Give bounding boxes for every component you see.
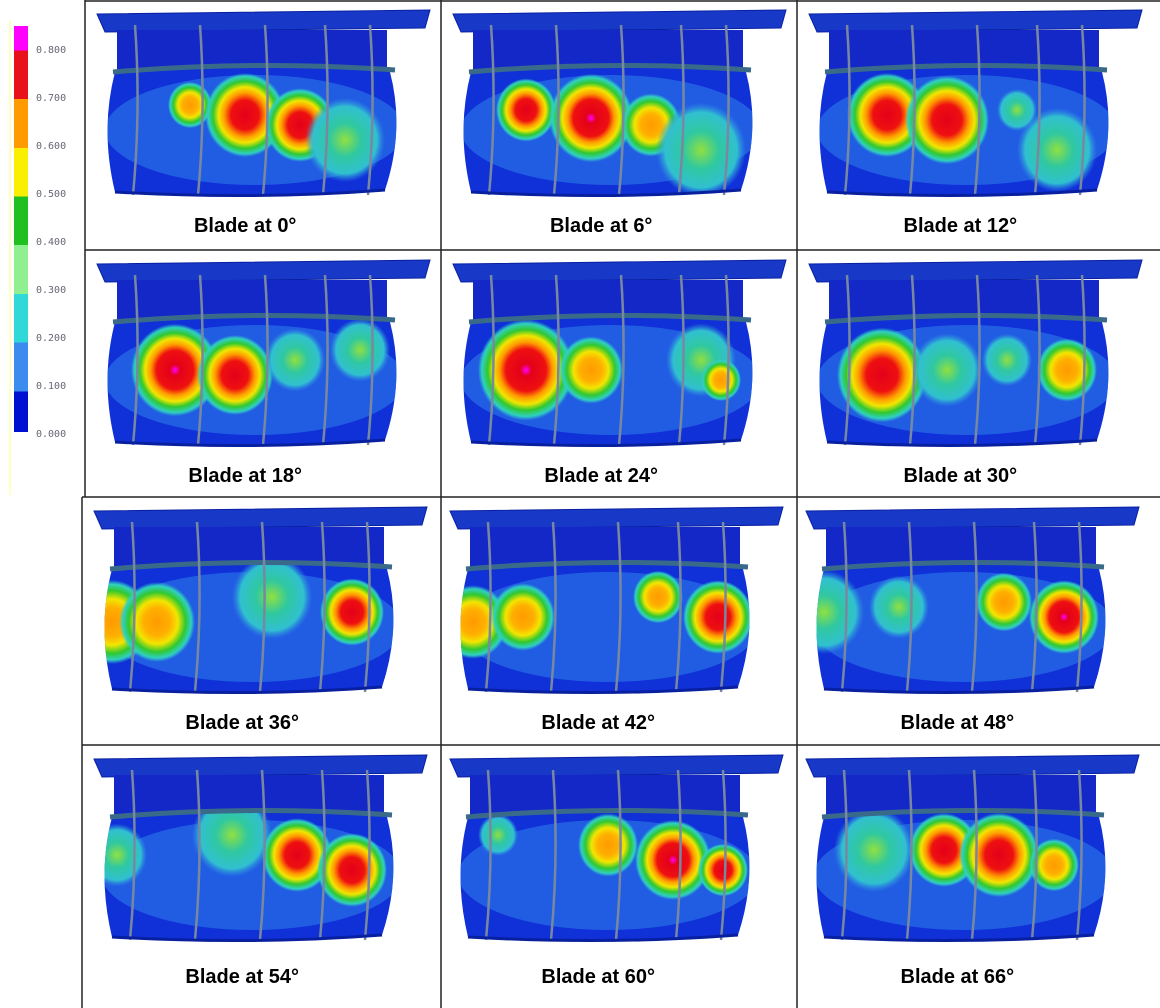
hotspot bbox=[1029, 580, 1099, 654]
contours bbox=[817, 325, 1117, 435]
color-scale bbox=[14, 26, 28, 432]
panels: Blade at 0° Blade at 6° Blade at 12° Blade … bbox=[72, 0, 1160, 1008]
panel-caption: Blade at 0° bbox=[194, 215, 296, 237]
hotspot bbox=[559, 336, 623, 403]
panel: Blade at 12° bbox=[809, 10, 1142, 237]
panel-caption: Blade at 6° bbox=[550, 215, 652, 237]
hotspot bbox=[168, 82, 212, 128]
legend-label: 0.000 bbox=[36, 429, 66, 440]
legend-label: 0.800 bbox=[36, 45, 66, 56]
top-plate bbox=[809, 260, 1142, 282]
panel: Blade at 24° bbox=[453, 260, 786, 487]
panel: Blade at 48° bbox=[784, 507, 1139, 734]
panel-caption: Blade at 30° bbox=[904, 465, 1018, 487]
top-plate bbox=[450, 755, 783, 777]
legend-label: 0.400 bbox=[36, 237, 66, 248]
panel-caption: Blade at 24° bbox=[544, 465, 658, 487]
hotspot bbox=[976, 573, 1032, 632]
panel-caption: Blade at 18° bbox=[188, 465, 302, 487]
contours bbox=[461, 320, 761, 435]
hotspot bbox=[635, 820, 711, 900]
contours bbox=[105, 319, 405, 436]
legend-label: 0.600 bbox=[36, 141, 66, 152]
top-plate bbox=[453, 260, 786, 282]
top-plate bbox=[806, 507, 1139, 529]
panel: Blade at 6° bbox=[453, 10, 786, 237]
top-plate bbox=[97, 10, 430, 32]
hotspot bbox=[197, 335, 273, 415]
hotspot bbox=[119, 582, 195, 662]
top-plate bbox=[450, 507, 783, 529]
panel-caption: Blade at 66° bbox=[901, 966, 1015, 988]
top-plate bbox=[809, 10, 1142, 32]
hotspot bbox=[784, 570, 864, 654]
hotspot bbox=[905, 76, 989, 164]
hotspot bbox=[701, 359, 741, 401]
hotspot bbox=[982, 334, 1032, 387]
legend-label: 0.300 bbox=[36, 285, 66, 296]
hotspot bbox=[317, 833, 387, 907]
top-plate bbox=[97, 260, 430, 282]
panel: Blade at 54° bbox=[87, 755, 427, 988]
legend-labels: 0.800 0.700 0.600 0.500 0.400 0.300 0.200 0.100… bbox=[36, 45, 66, 440]
hotspot bbox=[656, 103, 746, 198]
hotspot bbox=[698, 844, 748, 897]
figure: 0.800 0.700 0.600 0.500 0.400 0.300 0.200 0.100… bbox=[0, 0, 1160, 1008]
hotspot bbox=[232, 555, 312, 639]
panel: Blade at 36° bbox=[72, 507, 427, 734]
panel-caption: Blade at 60° bbox=[541, 966, 655, 988]
top-plate bbox=[94, 755, 427, 777]
panel: Blade at 0° bbox=[97, 10, 430, 237]
hotspot bbox=[578, 814, 638, 877]
panel-caption: Blade at 48° bbox=[901, 712, 1015, 734]
hotspot bbox=[491, 583, 555, 650]
panel: Blade at 42° bbox=[438, 507, 783, 734]
hotspot bbox=[633, 571, 683, 624]
panel: Blade at 30° bbox=[809, 260, 1142, 487]
hotspot bbox=[478, 814, 518, 856]
panel-caption: Blade at 36° bbox=[185, 712, 299, 734]
panel: Blade at 18° bbox=[97, 260, 430, 487]
hotspot bbox=[496, 79, 556, 142]
panel-caption: Blade at 54° bbox=[185, 966, 299, 988]
hotspot bbox=[869, 576, 929, 639]
panel-caption: Blade at 12° bbox=[904, 215, 1018, 237]
legend-label: 0.700 bbox=[36, 93, 66, 104]
hotspot bbox=[1037, 339, 1097, 402]
hotspot bbox=[87, 824, 147, 887]
top-plate bbox=[94, 507, 427, 529]
hotspot bbox=[912, 333, 982, 407]
hotspot bbox=[683, 580, 753, 654]
hotspot bbox=[959, 813, 1039, 897]
panel: Blade at 60° bbox=[450, 755, 783, 988]
hotspot bbox=[330, 319, 390, 382]
panel-caption: Blade at 42° bbox=[541, 712, 655, 734]
top-plate bbox=[806, 755, 1139, 777]
top-plate bbox=[453, 10, 786, 32]
legend-label: 0.100 bbox=[36, 381, 66, 392]
hotspot bbox=[265, 329, 325, 392]
hotspot bbox=[320, 578, 384, 645]
legend-label: 0.500 bbox=[36, 189, 66, 200]
legend-label: 0.200 bbox=[36, 333, 66, 344]
panel: Blade at 66° bbox=[806, 755, 1139, 988]
hotspot bbox=[549, 74, 633, 162]
